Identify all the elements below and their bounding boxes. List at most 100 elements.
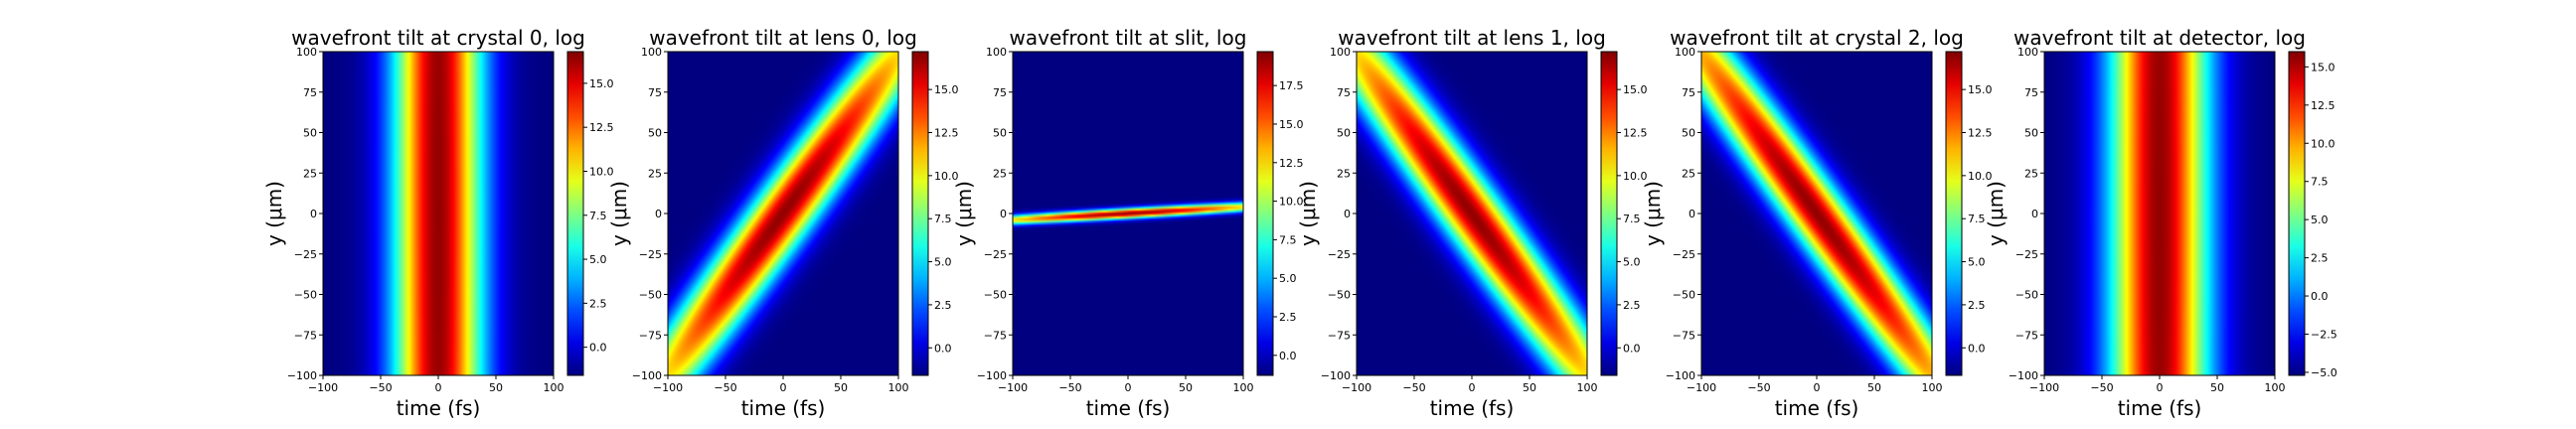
x-tick-label: −100 (2029, 381, 2059, 394)
panel-title: wavefront tilt at lens 1, log (1338, 26, 1606, 50)
y-tick-label: −75 (1328, 329, 1351, 342)
colorbar-tick-label: 5.0 (2311, 214, 2329, 226)
colorbar-tick-label: 7.5 (2311, 176, 2329, 189)
panel-title: wavefront tilt at slit, log (1010, 26, 1247, 50)
y-tick-label: −50 (639, 289, 662, 302)
x-tick-label: 50 (2210, 381, 2224, 394)
y-tick-label: 100 (2017, 46, 2038, 59)
y-tick-label: −25 (639, 248, 662, 261)
y-axis-label: y (μm) (1641, 181, 1665, 246)
colorbar-tick-label: 7.5 (1623, 213, 1641, 225)
y-tick-label: 0 (310, 208, 317, 220)
colorbar-tick-label: 10.0 (1623, 170, 1648, 183)
y-tick-label: 75 (1337, 86, 1351, 99)
heatmap-image (1013, 52, 1243, 375)
colorbar-tick-label: 0.0 (2311, 290, 2329, 303)
colorbar-tick-label: 12.5 (934, 127, 959, 140)
x-axis-label: time (fs) (1775, 396, 1859, 420)
panel-title: wavefront tilt at crystal 0, log (291, 26, 585, 50)
colorbar (566, 51, 584, 376)
colorbar-tick-label: 12.5 (1279, 157, 1304, 170)
y-tick-label: −100 (632, 369, 662, 382)
colorbar-tick-label: 17.5 (1279, 79, 1304, 92)
x-tick-label: 0 (2157, 381, 2164, 394)
y-axis-label: y (μm) (1984, 181, 2008, 246)
y-tick-label: 50 (303, 127, 317, 140)
x-axis-label: time (fs) (741, 396, 826, 420)
colorbar-tick-label: 7.5 (1968, 213, 1986, 225)
colorbar-tick-label: 10.0 (1279, 196, 1304, 209)
colorbar-tick-label: 12.5 (589, 121, 614, 134)
x-tick-label: 50 (1523, 381, 1536, 394)
colorbar-tick-label: 2.5 (1279, 311, 1297, 324)
colorbar-tick-label: 15.0 (589, 77, 614, 90)
y-tick-label: −100 (287, 369, 317, 382)
colorbar (1256, 51, 1274, 376)
x-tick-label: 0 (1814, 381, 1821, 394)
x-tick-label: −100 (998, 381, 1028, 394)
y-tick-label: 25 (1337, 167, 1351, 180)
heatmap-image (1357, 52, 1587, 375)
x-tick-label: 50 (1867, 381, 1881, 394)
x-tick-label: −100 (653, 381, 683, 394)
x-axis-label: time (fs) (1086, 396, 1171, 420)
colorbar-tick-label: 15.0 (1279, 118, 1304, 131)
x-tick-label: 50 (489, 381, 503, 394)
x-tick-label: −100 (308, 381, 338, 394)
y-tick-label: −25 (1328, 248, 1351, 261)
x-tick-label: 100 (1922, 381, 1943, 394)
x-tick-label: 0 (1125, 381, 1132, 394)
colorbar-tick-label: 15.0 (2311, 61, 2335, 73)
y-tick-label: 50 (648, 127, 662, 140)
y-tick-label: 25 (1682, 167, 1695, 180)
y-axis-label: y (μm) (1296, 181, 1320, 246)
x-tick-label: −50 (714, 381, 736, 394)
colorbar-tick-label: 7.5 (1279, 233, 1297, 246)
y-tick-label: −100 (1321, 369, 1351, 382)
colorbar-tick-label: 2.5 (1623, 299, 1641, 312)
heatmap-panel: wavefront tilt at lens 0, log −100 −50 0 50 1… (607, 26, 959, 420)
y-tick-label: −50 (984, 289, 1007, 302)
colorbar-tick-label: 10.0 (2311, 137, 2335, 150)
x-tick-label: 100 (1233, 381, 1254, 394)
heatmap-panel: wavefront tilt at crystal 2, log −100 −50 0… (1641, 26, 1993, 420)
y-tick-label: −100 (2009, 369, 2038, 382)
x-axis-label: time (fs) (2118, 396, 2202, 420)
x-tick-label: −100 (1342, 381, 1371, 394)
y-tick-label: −50 (1673, 289, 1695, 302)
y-tick-label: 100 (641, 46, 662, 59)
y-tick-label: −75 (294, 329, 317, 342)
y-tick-label: −50 (1328, 289, 1351, 302)
x-tick-label: 0 (1469, 381, 1476, 394)
y-tick-label: −100 (977, 369, 1007, 382)
x-tick-label: 100 (2265, 381, 2286, 394)
colorbar-tick-label: 12.5 (1623, 127, 1648, 140)
heatmap-panel: wavefront tilt at crystal 0, log −100 −50 0… (262, 26, 614, 420)
panel-title: wavefront tilt at detector, log (2013, 26, 2306, 50)
colorbar (1945, 51, 1963, 376)
colorbar-tick-label: 7.5 (934, 213, 952, 225)
x-tick-label: 100 (544, 381, 564, 394)
x-axis-label: time (fs) (397, 396, 481, 420)
colorbar-tick-label: 7.5 (589, 210, 607, 222)
colorbar-tick-label: 5.0 (589, 253, 607, 266)
y-tick-label: −25 (1673, 248, 1695, 261)
heatmap-image (323, 52, 554, 375)
y-tick-label: 0 (1689, 208, 1695, 220)
colorbar-tick-label: 10.0 (934, 170, 959, 183)
heatmap-image (1701, 52, 1932, 375)
y-tick-label: 0 (2031, 208, 2038, 220)
colorbar-tick-label: 2.5 (2311, 252, 2329, 265)
y-tick-label: −75 (984, 329, 1007, 342)
y-axis-label: y (μm) (952, 181, 976, 246)
colorbar-tick-label: 10.0 (589, 165, 614, 178)
x-tick-label: −50 (2090, 381, 2113, 394)
colorbar-tick-label: 2.5 (934, 299, 952, 312)
colorbar-tick-label: 0.0 (1623, 342, 1641, 355)
y-tick-label: 0 (1000, 208, 1007, 220)
colorbar-tick-label: 5.0 (934, 256, 952, 269)
colorbar-tick-label: 12.5 (1968, 127, 1993, 140)
y-tick-label: 75 (2024, 86, 2038, 99)
x-tick-label: −50 (1747, 381, 1770, 394)
